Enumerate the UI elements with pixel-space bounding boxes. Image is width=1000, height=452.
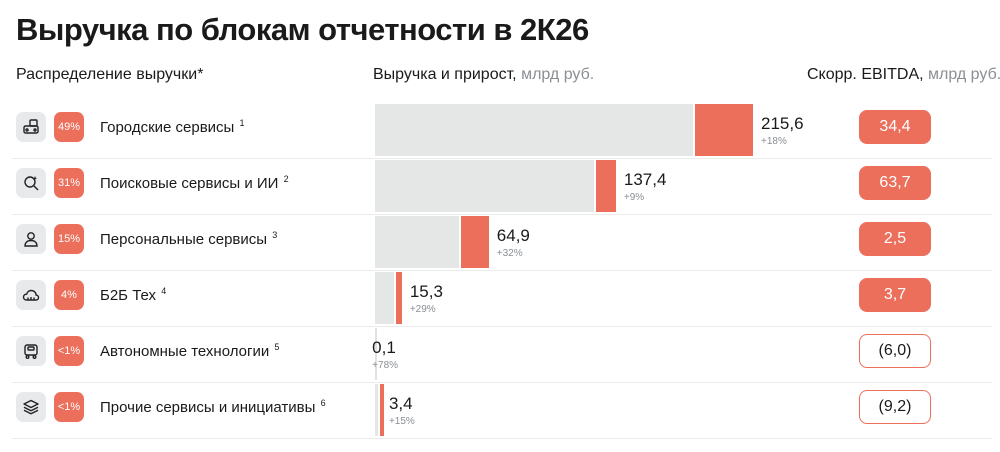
revenue-value-label: 64,9	[496, 226, 530, 245]
segment-row: 4% Б2Б Тех 4 15,3 +29% 3,7	[12, 272, 992, 327]
growth-label: +15%	[388, 416, 415, 427]
row-divider	[12, 326, 992, 327]
segment-name: Поисковые сервисы и ИИ 2	[100, 174, 289, 192]
revenue-bar-prior	[375, 104, 694, 156]
revenue-share-badge: 4%	[54, 280, 84, 310]
growth-label: +78%	[372, 360, 399, 371]
segment-row: <1% Автономные технологии 5 0,1 +78% (6,0)	[12, 328, 992, 383]
row-divider	[12, 214, 992, 215]
segment-row: 31% Поисковые сервисы и ИИ 2 137,4 +9% 63,7	[12, 160, 992, 215]
ebitda-value-badge: (6,0)	[859, 334, 931, 368]
revenue-header: Выручка и прирост, млрд руб.	[373, 66, 594, 84]
footnote-marker: 6	[320, 398, 326, 408]
growth-label: +9%	[623, 192, 645, 203]
page-title: Выручка по блокам отчетности в 2К26	[16, 12, 589, 47]
layers-icon	[16, 392, 46, 422]
segment-name-text: Прочие сервисы и инициативы	[100, 399, 316, 416]
ebitda-value-badge: 3,7	[859, 278, 931, 312]
footnote-marker: 5	[274, 342, 280, 352]
ebitda-header: Скорр. EBITDA, млрд руб.	[807, 66, 1000, 84]
segment-row: <1% Прочие сервисы и инициативы 6 3,4 +15% (…	[12, 384, 992, 439]
footnote-marker: 3	[272, 230, 278, 240]
segment-name-text: Городские сервисы	[100, 119, 235, 136]
footnote-marker: 4	[161, 286, 167, 296]
segment-name: Прочие сервисы и инициативы 6	[100, 398, 326, 416]
ebitda-header-label: Скорр. EBITDA,	[807, 66, 924, 83]
row-divider	[12, 438, 992, 439]
segment-name-text: Поисковые сервисы и ИИ	[100, 175, 279, 192]
person-icon	[16, 224, 46, 254]
segment-name-text: Персональные сервисы	[100, 231, 268, 248]
revenue-header-label: Выручка и прирост,	[373, 66, 517, 83]
row-divider	[12, 270, 992, 271]
ebitda-value-badge: (9,2)	[859, 390, 931, 424]
revenue-bar-growth	[596, 160, 616, 212]
footnote-marker: 2	[283, 174, 289, 184]
revenue-bar-prior	[375, 384, 379, 436]
distribution-header: Распределение выручки*	[16, 66, 204, 83]
segment-name-text: Б2Б Тех	[100, 287, 157, 304]
growth-label: +18%	[761, 136, 787, 147]
revenue-bar	[375, 328, 377, 380]
segment-name: Персональные сервисы 3	[100, 230, 277, 248]
row-divider	[12, 158, 992, 159]
ebitda-value-badge: 63,7	[859, 166, 931, 200]
revenue-bar-growth	[695, 104, 753, 156]
revenue-value-label: 215,6	[761, 114, 804, 133]
revenue-header-unit: млрд руб.	[521, 66, 595, 83]
segment-name: Автономные технологии 5	[100, 342, 279, 360]
revenue-bar-prior	[375, 160, 594, 212]
revenue-share-badge: <1%	[54, 392, 84, 422]
footnote-marker: 1	[239, 118, 245, 128]
segment-name: Городские сервисы 1	[100, 118, 245, 136]
revenue-share-badge: <1%	[54, 336, 84, 366]
revenue-bar-prior	[375, 216, 460, 268]
growth-label: +29%	[409, 304, 436, 315]
robot-delivery-icon	[16, 336, 46, 366]
revenue-share-badge: 15%	[54, 224, 84, 254]
city-services-icon	[16, 112, 46, 142]
growth-label: +32%	[496, 248, 523, 259]
revenue-value-label: 0,1	[372, 338, 396, 357]
segment-name: Б2Б Тех 4	[100, 286, 166, 304]
revenue-bar-growth	[395, 272, 402, 324]
revenue-value-label: 137,4	[623, 170, 667, 189]
segment-row: 49% Городские сервисы 1 215,6 +18% 34,4	[12, 104, 992, 159]
revenue-value-label: 3,4	[388, 394, 413, 413]
revenue-share-badge: 31%	[54, 168, 84, 198]
segment-name-text: Автономные технологии	[100, 343, 270, 360]
ebitda-value-badge: 34,4	[859, 110, 931, 144]
ebitda-value-badge: 2,5	[859, 222, 931, 256]
cloud-icon	[16, 280, 46, 310]
segment-row: 15% Персональные сервисы 3 64,9 +32% 2,5	[12, 216, 992, 271]
revenue-bar-growth	[380, 384, 385, 436]
revenue-bar-growth	[461, 216, 489, 268]
revenue-value-label: 15,3	[409, 282, 443, 301]
search-ai-icon	[16, 168, 46, 198]
row-divider	[12, 382, 992, 383]
ebitda-header-unit: млрд руб.	[928, 66, 1000, 83]
revenue-share-badge: 49%	[54, 112, 84, 142]
revenue-bar-prior	[375, 272, 394, 324]
